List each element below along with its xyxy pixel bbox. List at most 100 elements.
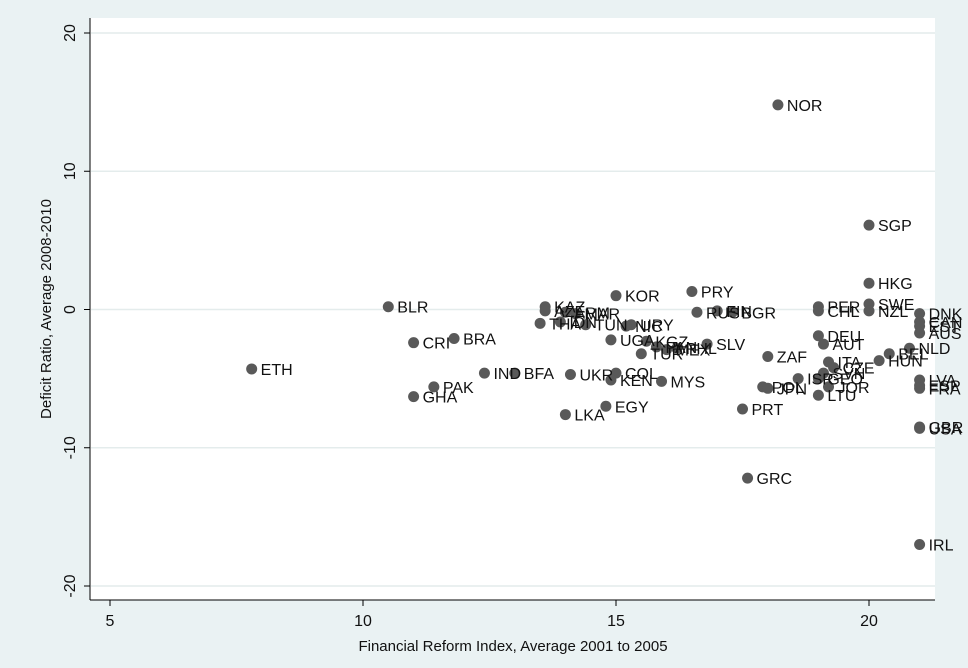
data-point-nld [903,342,915,354]
point-label-can: CAN [929,315,963,332]
point-label-jpn: JPN [777,381,807,398]
grid-lines [91,32,935,587]
point-label-swe: SWE [878,297,914,314]
data-point-slv [701,338,713,350]
point-label-eth: ETH [261,362,293,379]
data-point-blr [382,301,394,313]
x-tick-label: 20 [860,613,878,630]
point-label-sgp: SGP [878,218,912,235]
data-point-hkg [863,277,875,289]
data-point-bfa [509,367,521,379]
point-label-zaf: ZAF [777,350,807,367]
point-label-kaz: KAZ [554,300,585,317]
point-label-kgz: KGZ [655,334,688,351]
x-axis-title: Financial Reform Index, Average 2001 to … [358,638,667,655]
point-label-cri: CRI [423,336,451,353]
point-label-cze: CZE [843,361,875,378]
data-point-cri [408,337,420,349]
data-point-idn [554,316,566,328]
point-label-egy: EGY [615,399,649,416]
point-label-per: PER [827,300,860,317]
point-label-gbr: GBR [929,420,964,437]
point-label-chl: CHL [827,304,859,321]
point-label-hun: HUN [888,354,923,371]
data-point-ukr [564,368,576,380]
data-point-usa [914,422,926,434]
point-label-bra: BRA [463,332,496,349]
data-point-fin [711,305,723,317]
point-label-dnk: DNK [929,307,963,324]
y-tick-label: 10 [62,162,79,180]
data-point-kgz [640,335,652,347]
data-point-aze [539,305,551,317]
point-label-idn: IDN [569,315,597,332]
data-point-cze [828,362,840,374]
data-point-bra [448,333,460,345]
data-point-jpn [762,382,774,394]
data-point-mar [570,308,582,320]
point-label-tha: THA [549,316,581,333]
data-point-deu [812,330,824,342]
point-label-nld: NLD [918,341,950,358]
point-label-blr: BLR [397,300,428,317]
data-point-tha [534,317,546,329]
point-label-uga: UGA [620,333,655,350]
point-label-nor: NOR [787,98,823,115]
point-label-slv: SLV [716,337,745,354]
data-point-jor [823,381,835,393]
point-label-col: COL [625,366,658,383]
point-label-tur: TUR [650,347,683,364]
data-point-pak [428,381,440,393]
point-label-gha: GHA [423,390,458,407]
data-points [246,99,926,551]
data-point-aus [914,327,926,339]
data-point-mys [656,375,668,387]
data-point-kor [610,290,622,302]
data-point-ind [478,367,490,379]
point-label-arm: ARM [574,305,610,322]
point-label-bfa: BFA [524,366,555,383]
point-label-pry: PRY [701,285,734,302]
point-label-ukr: UKR [579,367,613,384]
data-point-bel [883,348,895,360]
data-point-gha [408,391,420,403]
point-label-geo: GEO [827,372,863,389]
point-label-aus: AUS [929,326,962,343]
data-point-nzl [863,305,875,317]
point-label-grc: GRC [757,471,793,488]
point-label-aze: AZE [554,304,585,321]
point-label-usa: USA [929,421,962,438]
point-label-mys: MYS [671,374,706,391]
tick-labels: 5 10 15 20 -20 -10 0 10 20 [62,24,878,630]
data-point-lka [559,409,571,421]
x-tick-label: 15 [607,613,625,630]
data-point-phl [671,342,683,354]
point-label-hkg: HKG [878,276,913,293]
data-point-isr [792,373,804,385]
point-label-fra: FRA [929,381,961,398]
tick-marks [84,32,870,606]
point-label-aut: AUT [832,337,864,354]
data-point-dnk [914,308,926,320]
data-point-fra [914,382,926,394]
point-label-ury: URY [640,318,674,335]
data-point-chl [812,305,824,317]
y-axis-title: Deficit Ratio, Average 2008-2010 [38,199,55,419]
point-label-lva: LVA [929,373,957,390]
y-tick-label: -20 [62,574,79,597]
data-point-zaf [762,351,774,363]
point-label-pan: PAN [665,340,697,357]
data-point-tun [580,319,592,331]
point-label-nzl: NZL [878,304,908,321]
point-label-nic: NIC [635,319,663,336]
point-label-svn: SVN [832,366,865,383]
point-label-ken: KEN [620,373,653,390]
point-label-kor: KOR [625,289,660,306]
data-point-grc [742,472,754,484]
data-point-tur [635,348,647,360]
point-label-bgr: BGR [741,305,776,322]
y-tick-label: 20 [62,24,79,42]
point-label-irl: IRL [929,538,954,555]
